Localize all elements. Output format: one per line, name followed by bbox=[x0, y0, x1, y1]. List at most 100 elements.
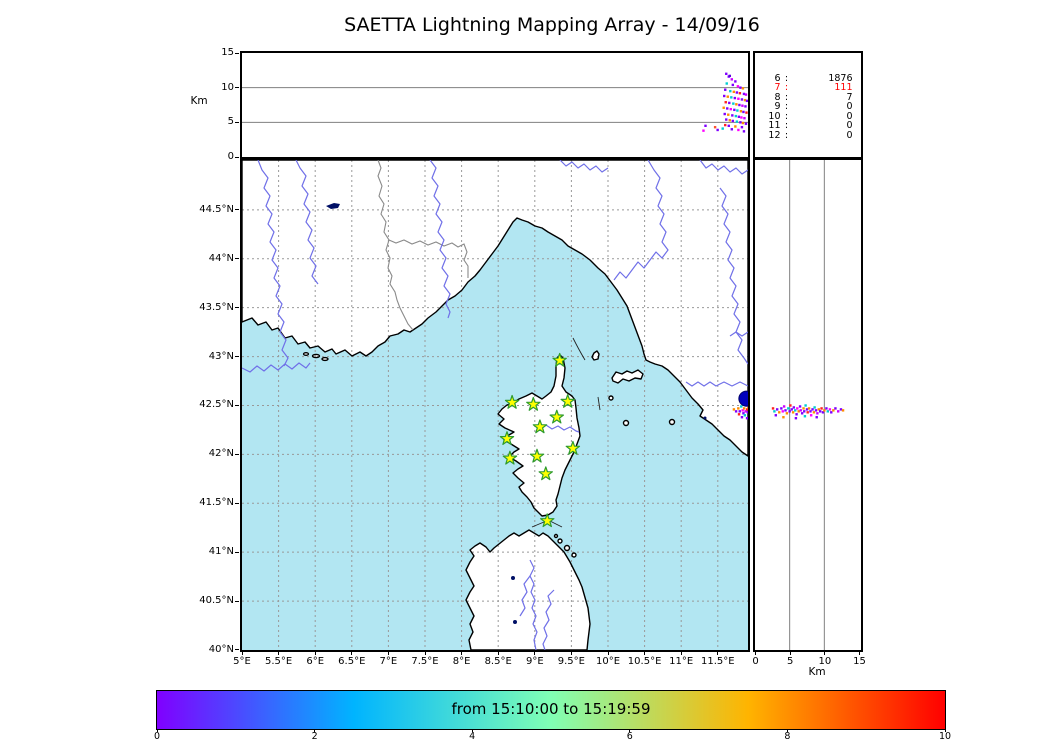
map-lon-tick-label: 6°E bbox=[306, 656, 325, 667]
colorbar-time-range-label: from 15:10:00 to 15:19:59 bbox=[451, 700, 651, 718]
colorbar-tick-label: 8 bbox=[784, 731, 791, 742]
map-lat-tick bbox=[235, 404, 239, 406]
map-lon-tick bbox=[314, 650, 316, 655]
stat-row: 6:1876 bbox=[774, 72, 853, 84]
map-lon-tick bbox=[570, 650, 572, 655]
alt-time-ytick bbox=[235, 87, 239, 89]
map-lat-tick bbox=[235, 551, 239, 553]
altitude-time-panel bbox=[239, 50, 750, 159]
map-lat-tick-label: 44.5°N bbox=[199, 203, 234, 215]
map-lon-tick-label: 9.5°E bbox=[557, 656, 585, 667]
colorbar-tick-label: 2 bbox=[311, 731, 318, 742]
map-lon-tick bbox=[497, 650, 499, 655]
alt-lat-xtick bbox=[859, 650, 860, 655]
colorbar-tick bbox=[629, 729, 631, 732]
source-counts-list: 6:1876 7:111 8:7 9:0 10:0 11:0 12:0 bbox=[765, 72, 857, 141]
alt-time-ytick-label: 10 bbox=[221, 81, 234, 93]
map-lon-tick-label: 11.5°E bbox=[701, 656, 735, 667]
colorbar-tick bbox=[944, 729, 946, 732]
colorbar-tick bbox=[156, 729, 158, 732]
colorbar-tick bbox=[471, 729, 473, 732]
alt-time-ytick bbox=[235, 156, 239, 158]
altitude-time-plot bbox=[241, 72, 748, 133]
colorbar-tick-label: 6 bbox=[626, 731, 633, 742]
colorbar-tick bbox=[314, 729, 316, 732]
stat-row: 11:0 bbox=[768, 120, 853, 131]
colorbar-tick bbox=[786, 729, 788, 732]
map-lat-tick-label: 42°N bbox=[208, 448, 234, 460]
map-lon-tick-label: 11°E bbox=[669, 656, 694, 667]
map-lon-tick bbox=[717, 650, 719, 655]
map-lat-tick bbox=[235, 649, 239, 651]
map-lon-tick-label: 7°E bbox=[379, 656, 398, 667]
alt-time-ytick-label: 5 bbox=[227, 116, 234, 128]
map-lon-tick bbox=[680, 650, 682, 655]
altitude-latitude-panel bbox=[752, 157, 863, 652]
alt-time-ytick bbox=[235, 121, 239, 123]
stat-row: 12:0 bbox=[768, 129, 853, 141]
source-counts-panel: 6:1876 7:111 8:7 9:0 10:0 11:0 12:0 bbox=[752, 50, 863, 159]
stat-row: 7:111 bbox=[774, 82, 853, 93]
map-lon-tick bbox=[534, 650, 536, 655]
alt-lat-xtick-label: 0 bbox=[752, 656, 759, 667]
map-lat-tick-label: 41°N bbox=[208, 546, 234, 558]
alt-time-ytick bbox=[235, 52, 239, 54]
map-lon-tick-label: 10°E bbox=[595, 656, 621, 667]
map-lon-tick-label: 6.5°E bbox=[338, 656, 366, 667]
alt-lat-xtick bbox=[824, 650, 826, 655]
altitude-axis-label: Km bbox=[190, 95, 208, 107]
colorbar-tick-label: 0 bbox=[153, 731, 161, 742]
map-lon-tick bbox=[241, 650, 243, 655]
lakes-layer bbox=[325, 202, 706, 624]
map-lon-tick bbox=[278, 650, 280, 655]
map-lon-tick-label: 9°E bbox=[525, 656, 544, 667]
altitude-axis-label-bottom: Km bbox=[808, 666, 826, 678]
map-station-markers bbox=[499, 352, 580, 527]
map-lat-tick-label: 42.5°N bbox=[199, 399, 234, 411]
map-lon-tick bbox=[351, 650, 353, 655]
map-lon-tick-label: 8°E bbox=[452, 656, 471, 667]
map-lat-tick bbox=[235, 258, 239, 260]
map-lat-tick-label: 43°N bbox=[208, 350, 234, 362]
rivers-layer bbox=[241, 159, 748, 650]
map-lon-tick bbox=[461, 650, 463, 655]
map-lat-tick bbox=[235, 209, 239, 211]
altitude-latitude-plot bbox=[771, 159, 844, 650]
alt-lat-xtick-label: 5 bbox=[786, 656, 794, 667]
map-lat-tick-label: 44°N bbox=[208, 252, 234, 264]
map-lon-tick-label: 8.5°E bbox=[484, 656, 512, 667]
map-lightning-sources bbox=[732, 390, 748, 419]
map-lat-tick-label: 41.5°N bbox=[199, 497, 234, 509]
alt-lat-xtick bbox=[789, 650, 791, 655]
map-lon-tick bbox=[424, 650, 426, 655]
map-panel bbox=[239, 157, 750, 652]
map-lat-tick bbox=[235, 453, 239, 455]
map-lat-tick-label: 43.5°N bbox=[199, 301, 234, 313]
map-lat-tick bbox=[235, 600, 239, 602]
alt-lat-xtick-label: 15 bbox=[853, 656, 866, 667]
route-lines bbox=[531, 337, 600, 527]
stat-row: 9:0 bbox=[774, 101, 853, 112]
stat-row: 8:7 bbox=[774, 91, 853, 103]
map-plot bbox=[241, 159, 748, 650]
time-colorbar: from 15:10:00 to 15:19:59 bbox=[156, 690, 946, 730]
map-lat-tick bbox=[235, 307, 239, 309]
figure-title: SAETTA Lightning Mapping Array - 14/09/1… bbox=[344, 14, 760, 36]
alt-time-ytick-label: 0 bbox=[227, 151, 234, 162]
colorbar-tick-label: 4 bbox=[469, 731, 476, 742]
alt-lat-xtick-label: 10 bbox=[818, 656, 832, 667]
map-lon-tick bbox=[607, 650, 609, 655]
map-lon-tick-label: 5.5°E bbox=[264, 656, 293, 667]
stat-row: 10:0 bbox=[768, 110, 853, 122]
map-lat-tick bbox=[235, 356, 239, 358]
map-lat-tick bbox=[235, 502, 239, 504]
map-lon-tick-label: 10.5°E bbox=[627, 656, 662, 667]
map-lat-tick-label: 40.5°N bbox=[199, 595, 234, 607]
map-lon-tick bbox=[387, 650, 389, 655]
alt-time-ytick-label: 15 bbox=[221, 47, 234, 58]
map-lon-tick-label: 7.5°E bbox=[411, 656, 439, 667]
country-borders bbox=[376, 159, 469, 330]
colorbar-tick-label: 10 bbox=[938, 731, 952, 742]
alt-lat-xtick bbox=[755, 650, 756, 655]
